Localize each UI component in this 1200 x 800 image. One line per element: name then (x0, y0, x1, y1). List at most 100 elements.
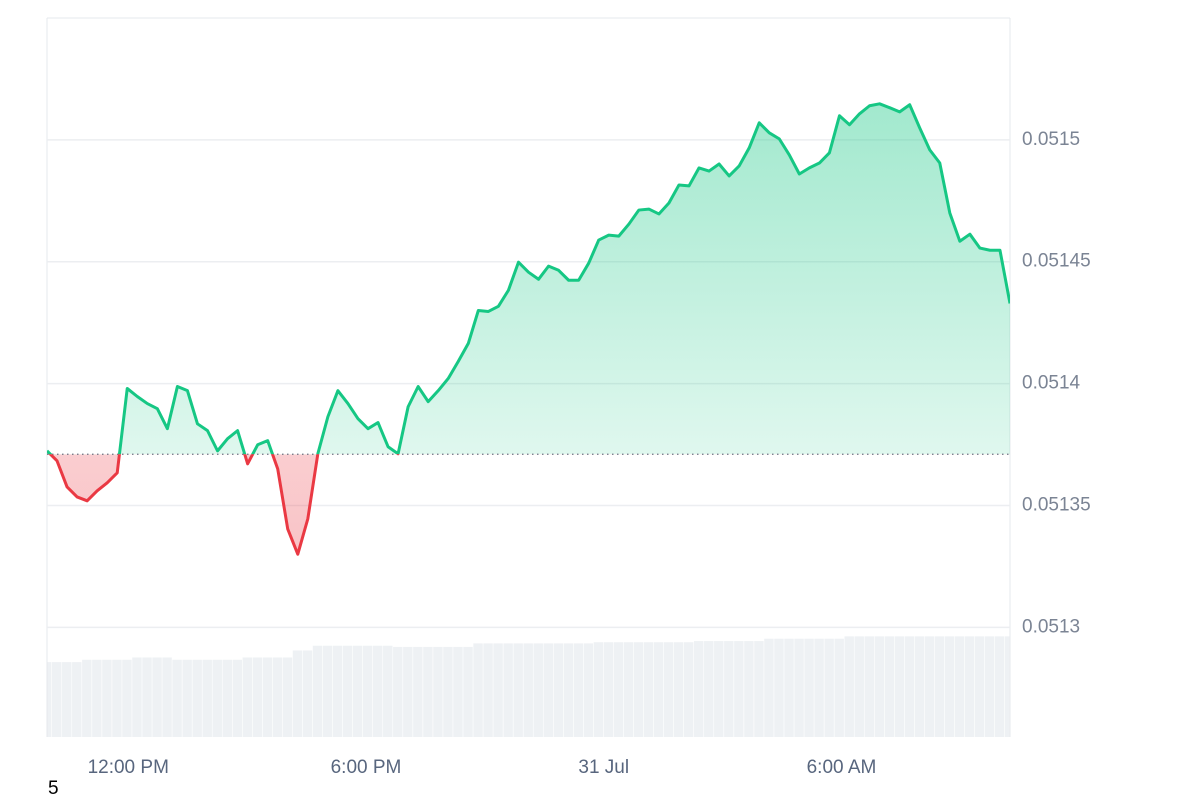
volume-bar (362, 645, 373, 737)
volume-bar (192, 659, 202, 737)
volume-bar (62, 662, 72, 737)
volume-bar (784, 638, 794, 737)
volume-bar (162, 657, 172, 737)
volume-bar (974, 636, 985, 737)
volume-bar (694, 641, 704, 737)
volume-bar (152, 657, 162, 737)
volume-bar (413, 646, 423, 737)
volume-bar (794, 638, 804, 737)
volume-bar (92, 659, 102, 737)
volume-bar (132, 657, 142, 737)
volume-bar (47, 662, 52, 737)
volume-bar (242, 657, 253, 737)
volume-bar (774, 638, 784, 737)
volume-bar (72, 662, 82, 737)
volume-bar (433, 646, 443, 737)
volume-bar (714, 641, 724, 737)
volume-bar (593, 642, 604, 737)
volume-bar (824, 638, 834, 737)
volume-bar (543, 643, 553, 737)
volume-bar (383, 645, 393, 737)
volume-bar (683, 642, 694, 737)
footnote: 5 (48, 778, 59, 799)
volume-bar (423, 646, 433, 737)
volume-bar (934, 636, 945, 737)
volume-bar (573, 643, 584, 737)
volume-bar (904, 636, 915, 737)
volume-bar (633, 642, 644, 737)
volume-bar (443, 646, 453, 737)
price-line-above (47, 102, 1010, 455)
volume-bar (272, 657, 283, 737)
volume-bar (994, 636, 1005, 737)
volume-bar (282, 657, 293, 737)
volume-bar (222, 659, 232, 737)
volume-bar (563, 643, 574, 737)
volume-bar (613, 642, 624, 737)
volume-bar (764, 638, 774, 737)
volume-bar (82, 659, 92, 737)
volume-bar (493, 643, 503, 737)
area-below (47, 454, 1010, 555)
volume-bar (102, 659, 112, 737)
volume-bar (553, 643, 564, 737)
volume-bar (954, 636, 965, 737)
area-above (47, 103, 1010, 455)
volume-bar (583, 643, 594, 737)
volume-bar (724, 641, 734, 737)
volume-bar (252, 657, 263, 737)
volume-bar (453, 646, 463, 737)
volume-bar (964, 636, 975, 737)
volume-bar (944, 636, 955, 737)
volume-bar (924, 636, 935, 737)
volume-bar (804, 638, 814, 737)
x-tick-label: 6:00 AM (807, 757, 877, 778)
y-tick-label: 0.0515 (1022, 129, 1080, 150)
volume-bar (834, 638, 844, 737)
volume-bar (373, 645, 383, 737)
volume-bar (864, 636, 874, 737)
volume-bar (232, 659, 243, 737)
volume-bar (704, 641, 714, 737)
volume-bar (292, 650, 303, 737)
volume-bar (142, 657, 152, 737)
volume-bar (473, 643, 483, 737)
volume-bar (734, 641, 744, 737)
volume-bar (352, 645, 363, 737)
y-tick-label: 0.0513 (1022, 616, 1080, 637)
x-tick-label: 6:00 PM (331, 757, 402, 778)
volume-bar (172, 659, 182, 737)
volume-bar (403, 646, 413, 737)
volume-bar (312, 645, 323, 737)
y-tick-label: 0.05145 (1022, 251, 1091, 272)
volume-bar (112, 659, 122, 737)
volume-bar (302, 650, 313, 737)
volume-bar (854, 636, 864, 737)
volume-bar (744, 641, 754, 737)
volume-bar (322, 645, 333, 737)
volume-bar (844, 636, 854, 737)
volume-bar (984, 636, 995, 737)
volume-bar (623, 642, 634, 737)
volume-bar (342, 645, 353, 737)
volume-bar (814, 638, 824, 737)
volume-bar (643, 642, 654, 737)
volume-bar (754, 641, 764, 737)
volume-bar (503, 643, 513, 737)
volume-bar (262, 657, 273, 737)
volume-bar (332, 645, 343, 737)
volume-bar (202, 659, 212, 737)
y-tick-label: 0.05135 (1022, 494, 1091, 515)
volume-bar (1004, 636, 1010, 737)
volume-bar (663, 642, 674, 737)
volume-bar (894, 636, 905, 737)
volume-bar (122, 659, 132, 737)
volume-bar (673, 642, 684, 737)
volume-bar (874, 636, 885, 737)
volume-bar (513, 643, 523, 737)
volume-bar (52, 662, 62, 737)
volume-bar (463, 646, 473, 737)
volume-bar (393, 646, 403, 737)
